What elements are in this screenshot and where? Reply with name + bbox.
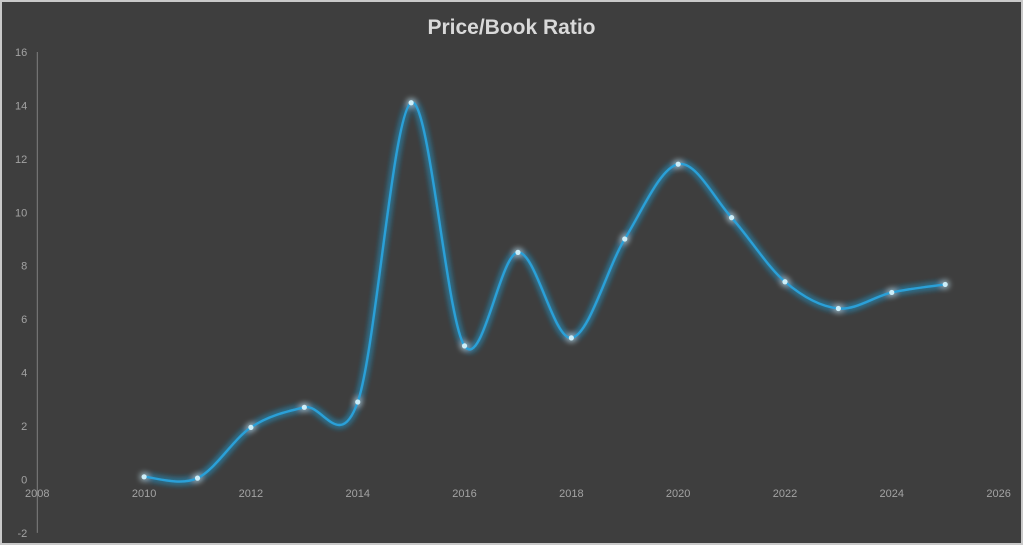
data-point-marker (355, 399, 361, 405)
data-point-marker (782, 279, 788, 285)
series-line (142, 101, 947, 483)
y-tick-label: 12 (15, 154, 27, 166)
y-tick-label: 8 (21, 261, 27, 273)
data-point-marker (942, 281, 948, 288)
y-tick-label: 6 (21, 314, 27, 326)
y-tick-label: 14 (15, 100, 27, 112)
x-tick-label: 2020 (666, 488, 690, 500)
data-point-marker (568, 335, 574, 341)
x-tick-label: 2010 (132, 488, 156, 500)
data-point-marker (675, 161, 681, 167)
x-tick-label: 2024 (880, 488, 904, 500)
x-tick-label: 2008 (25, 488, 49, 500)
data-point-marker (461, 343, 468, 349)
x-tick-label: 2016 (452, 488, 476, 500)
x-tick-label: 2026 (986, 488, 1010, 500)
data-point-marker (141, 474, 147, 480)
data-point-marker (728, 215, 735, 221)
y-tick-label: 4 (21, 368, 27, 380)
x-tick-label: 2022 (773, 488, 797, 500)
data-point-marker (515, 249, 521, 255)
x-tick-label: 2012 (239, 488, 263, 500)
data-point-marker (889, 289, 895, 296)
y-tick-label: 0 (21, 474, 27, 486)
y-tick-label: 16 (15, 47, 27, 59)
data-point-marker (835, 305, 841, 312)
data-point-marker (408, 100, 414, 106)
y-tick-label: 10 (15, 207, 27, 219)
data-point-marker (301, 404, 307, 410)
x-tick-label: 2018 (559, 488, 583, 500)
data-point-marker (194, 475, 201, 481)
y-tick-label: -2 (18, 528, 28, 540)
x-tick-label: 2014 (345, 488, 369, 500)
y-tick-label: 2 (21, 421, 27, 433)
data-point-marker (622, 236, 628, 242)
data-point-marker (248, 424, 254, 430)
